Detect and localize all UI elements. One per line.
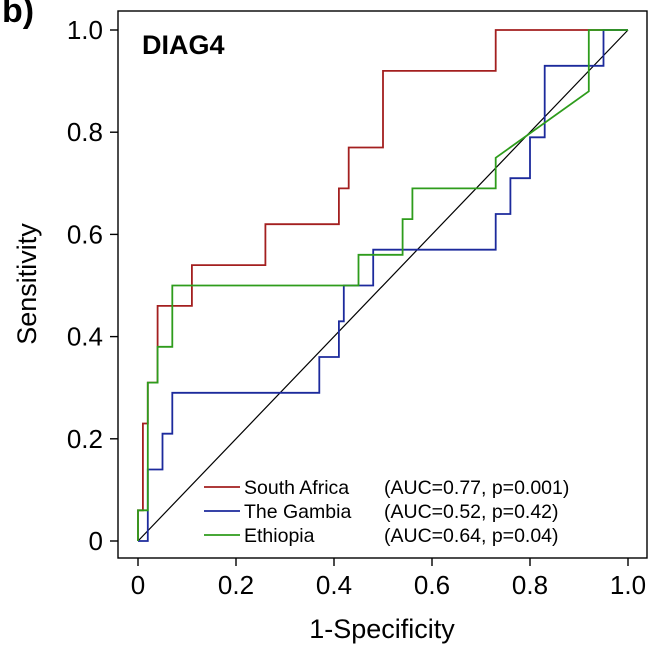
x-tick-label: 1.0 [610, 570, 646, 600]
y-tick-label: 0 [89, 526, 103, 556]
legend-stat-south-africa: (AUC=0.77, p=0.001) [384, 477, 569, 499]
x-tick-label: 0.6 [414, 570, 450, 600]
legend-stat-the-gambia: (AUC=0.52, p=0.42) [384, 501, 559, 523]
x-tick-label: 0 [131, 570, 145, 600]
reference-diagonal-line [137, 29, 629, 542]
series-line-south-africa [137, 29, 628, 541]
x-tick-label: 0.4 [316, 570, 352, 600]
y-tick-label: 0.4 [67, 322, 103, 352]
legend: South Africa (AUC=0.77, p=0.001) The Gam… [204, 477, 569, 547]
x-tick-label: 0.2 [218, 570, 254, 600]
y-tick-label: 1.0 [67, 15, 103, 45]
x-tick-label: 0.8 [512, 570, 548, 600]
legend-stat-ethiopia: (AUC=0.64, p=0.04) [384, 525, 559, 547]
y-tick-label: 0.8 [67, 117, 103, 147]
y-tick-label: 0.6 [67, 219, 103, 249]
y-axis-title: Sensitivity [12, 223, 42, 345]
legend-label-south-africa: South Africa [244, 477, 349, 499]
x-axis-title: 1-Specificity [309, 614, 455, 644]
panel-letter: b) [2, 0, 34, 30]
series-line-ethiopia [137, 29, 628, 541]
series-layer [137, 29, 628, 542]
legend-label-the-gambia: The Gambia [244, 501, 351, 523]
legend-label-ethiopia: Ethiopia [244, 525, 315, 547]
series-line-the-gambia [138, 29, 628, 542]
reference-layer [137, 29, 629, 542]
y-tick-label: 0.2 [67, 424, 103, 454]
chart-title: DIAG4 [142, 30, 225, 60]
axis-layer: 0 0.2 0.4 0.6 0.8 1.0 0 0.2 0.4 0.6 0.8 1.0 [67, 15, 646, 600]
